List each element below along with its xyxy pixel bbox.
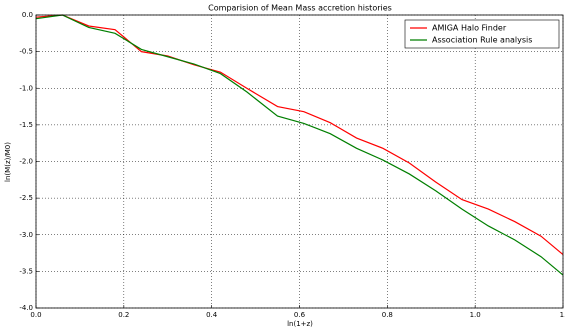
legend-label: AMIGA Halo Finder	[432, 24, 507, 33]
y-tick-label: -2.0	[19, 158, 33, 166]
y-tick-label: -0.5	[19, 48, 33, 56]
y-axis-label: ln(M(z)/M0)	[4, 142, 12, 182]
y-tick-label: -1.0	[19, 84, 33, 92]
y-tick-label: -1.5	[19, 121, 33, 129]
x-tick-label: 0.4	[206, 311, 218, 319]
x-tick-label: 1.	[560, 311, 565, 319]
legend-box	[404, 19, 560, 49]
plot-frame	[35, 14, 564, 309]
series-line	[35, 14, 564, 276]
legend-label: Association Rule analysis	[432, 36, 532, 45]
y-tick-label: 0.0	[22, 11, 33, 19]
series-line	[35, 14, 564, 255]
chart-title: Comparision of Mean Mass accretion histo…	[208, 4, 392, 13]
x-tick-label: 0.0	[30, 311, 41, 319]
y-tick-label: -3.0	[19, 231, 33, 239]
y-tick-label: -3.5	[19, 267, 33, 275]
y-tick-label: -2.5	[19, 194, 33, 202]
x-tick-label: 0.8	[382, 311, 393, 319]
y-tick-label: -4.0	[19, 304, 33, 312]
x-axis-label: ln(1+z)	[287, 320, 313, 328]
x-tick-label: 1.0	[470, 311, 481, 319]
x-tick-label: 0.6	[294, 311, 306, 319]
x-tick-label: 0.2	[118, 311, 129, 319]
